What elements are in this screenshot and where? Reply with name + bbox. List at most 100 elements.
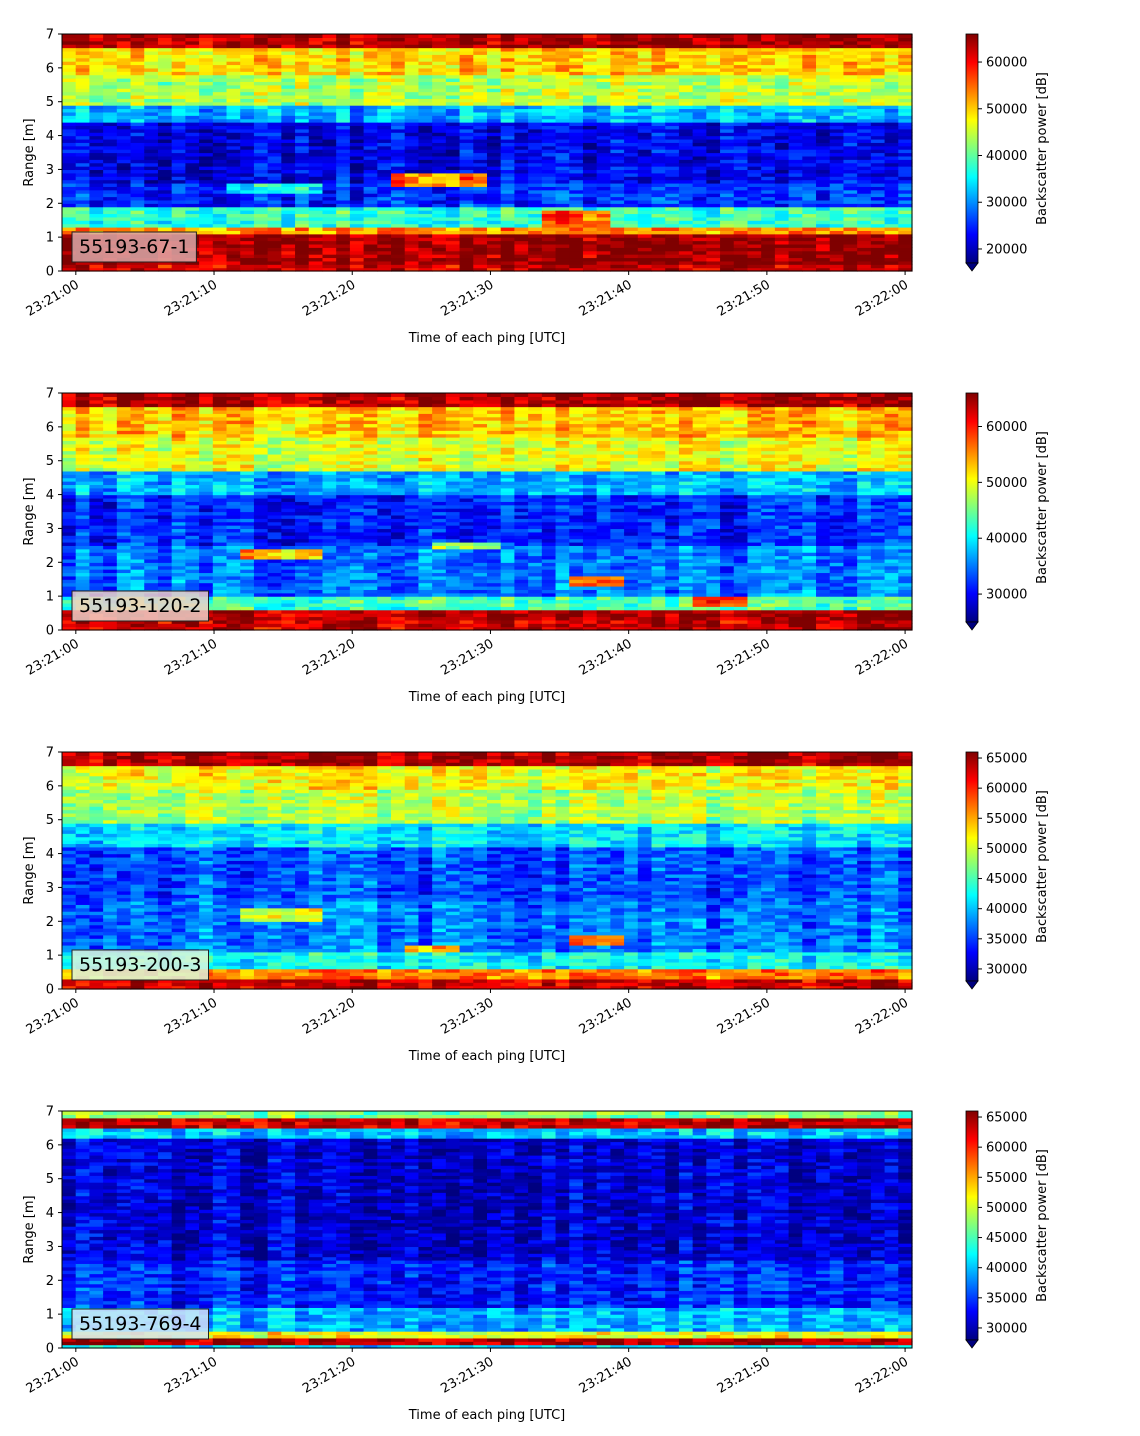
heatmap-cell: [240, 37, 255, 42]
heatmap-cell: [569, 199, 584, 204]
heatmap-cell: [75, 98, 91, 103]
heatmap-cell: [281, 122, 296, 127]
heatmap-cell: [569, 159, 584, 164]
heatmap-cell: [144, 189, 159, 194]
heatmap-cell: [596, 159, 611, 164]
heatmap-cell: [253, 111, 269, 116]
heatmap-cell: [116, 122, 132, 127]
heatmap-cell: [212, 138, 228, 143]
heatmap-cell: [418, 125, 433, 130]
heatmap-cell: [62, 210, 77, 215]
heatmap-cell: [541, 206, 557, 211]
heatmap-cell: [240, 267, 255, 272]
heatmap-cell: [130, 176, 145, 181]
heatmap-cell: [295, 125, 310, 130]
heatmap-cell: [377, 142, 392, 147]
heatmap-cell: [596, 179, 611, 184]
heatmap-cell: [651, 247, 666, 252]
heatmap-cell: [459, 216, 474, 221]
heatmap-cell: [62, 50, 77, 55]
heatmap-cell: [473, 101, 488, 106]
heatmap-cell: [459, 260, 474, 265]
heatmap-cell: [171, 101, 186, 106]
heatmap-cell: [363, 47, 378, 52]
heatmap-cell: [267, 240, 282, 245]
heatmap-cell: [473, 267, 488, 272]
heatmap-cell: [89, 203, 104, 208]
heatmap-cell: [445, 186, 461, 191]
heatmap-cell: [391, 135, 406, 140]
heatmap-cell: [171, 152, 186, 157]
heatmap-cell: [637, 230, 653, 235]
heatmap-cell: [308, 44, 324, 49]
heatmap-cell: [267, 260, 282, 265]
heatmap-cell: [569, 81, 584, 86]
heatmap-cell: [377, 47, 392, 52]
heatmap-cell: [240, 210, 255, 215]
heatmap-cell: [336, 247, 351, 252]
heatmap-cell: [267, 172, 282, 177]
heatmap-cell: [308, 145, 324, 150]
heatmap-cell: [569, 176, 584, 181]
heatmap-cell: [555, 216, 570, 221]
heatmap-cell: [130, 67, 145, 72]
heatmap-cell: [404, 267, 420, 272]
heatmap-cell: [116, 108, 132, 113]
heatmap-cell: [391, 64, 406, 69]
heatmap-cell: [267, 50, 282, 55]
heatmap-cell: [281, 88, 296, 93]
heatmap-cell: [199, 67, 214, 72]
heatmap-cell: [226, 111, 241, 116]
heatmap-cell: [185, 162, 200, 167]
heatmap-cell: [445, 210, 461, 215]
heatmap-cell: [473, 128, 488, 133]
heatmap-cell: [624, 81, 639, 86]
heatmap-cell: [624, 210, 639, 215]
heatmap-cell: [555, 179, 570, 184]
heatmap-cell: [596, 257, 611, 262]
heatmap-cell: [144, 138, 159, 143]
heatmap-cell: [322, 57, 337, 62]
heatmap-cell: [185, 142, 200, 147]
heatmap-cell: [555, 71, 570, 76]
heatmap-cell: [157, 264, 173, 269]
heatmap-cell: [596, 94, 611, 99]
heatmap-cell: [349, 193, 365, 198]
heatmap-cell: [308, 142, 324, 147]
heatmap-cell: [377, 186, 392, 191]
heatmap-cell: [487, 243, 502, 248]
heatmap-cell: [555, 149, 570, 154]
heatmap-cell: [322, 138, 337, 143]
heatmap-cell: [89, 213, 104, 218]
heatmap-cell: [473, 189, 488, 194]
heatmap-cell: [62, 155, 77, 160]
heatmap-cell: [157, 115, 173, 120]
heatmap-cell: [62, 203, 77, 208]
heatmap-cell: [432, 166, 447, 171]
heatmap-cell: [514, 128, 529, 133]
heatmap-cell: [240, 254, 255, 259]
heatmap-cell: [624, 230, 639, 235]
heatmap-cell: [75, 206, 91, 211]
heatmap-cell: [281, 111, 296, 116]
heatmap-cell: [610, 226, 625, 231]
heatmap-cell: [322, 54, 337, 59]
heatmap-cell: [157, 111, 173, 116]
heatmap-cell: [637, 264, 653, 269]
heatmap-cell: [637, 118, 653, 123]
heatmap-cell: [637, 135, 653, 140]
heatmap-cell: [130, 162, 145, 167]
heatmap-cell: [610, 67, 625, 72]
heatmap-cell: [555, 159, 570, 164]
heatmap-cell: [637, 223, 653, 228]
heatmap-cell: [240, 220, 255, 225]
heatmap-cell: [404, 230, 420, 235]
heatmap-cell: [295, 128, 310, 133]
heatmap-cell: [281, 91, 296, 96]
heatmap-cell: [514, 54, 529, 59]
heatmap-cell: [130, 206, 145, 211]
heatmap-cell: [240, 91, 255, 96]
heatmap-cell: [514, 223, 529, 228]
